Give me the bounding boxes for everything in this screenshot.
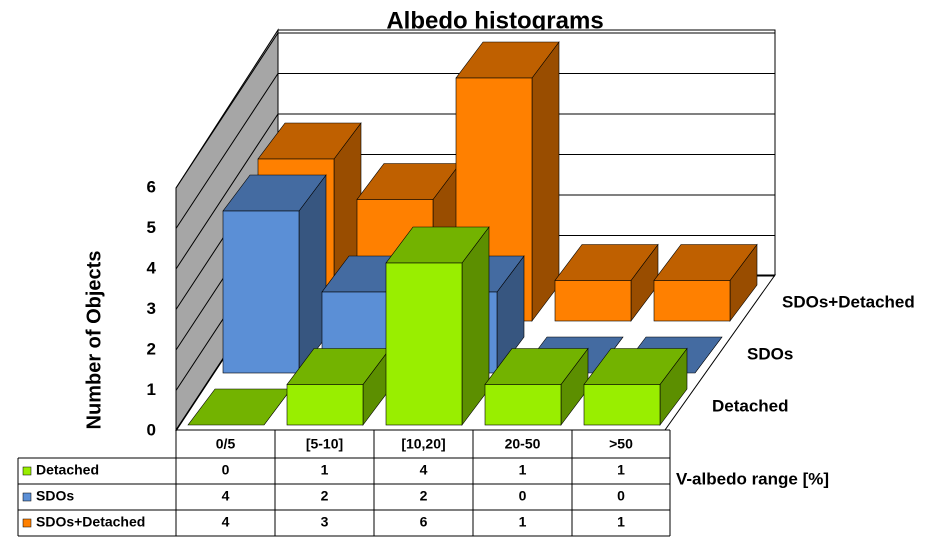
y-tick-label: 0 xyxy=(147,420,156,439)
series-depth-label: SDOs+Detached xyxy=(782,292,915,311)
bar-side xyxy=(531,41,560,322)
x-tick-label: >50 xyxy=(609,436,633,452)
series-depth-label: SDOs xyxy=(747,344,793,363)
bar-front xyxy=(554,280,632,322)
bar xyxy=(385,226,490,426)
legend-swatch xyxy=(22,466,32,476)
bar xyxy=(653,243,758,322)
table-value: 0 xyxy=(222,462,230,478)
table-value: 0 xyxy=(617,488,625,504)
table-value: 1 xyxy=(321,462,329,478)
bar xyxy=(583,347,688,426)
table-value: 2 xyxy=(420,488,428,504)
bar xyxy=(484,347,589,426)
bar-front xyxy=(385,262,463,426)
table-value: 4 xyxy=(222,488,230,504)
y-axis-label: Number of Objects xyxy=(83,251,105,430)
y-tick-label: 1 xyxy=(147,380,156,399)
bar-front xyxy=(583,384,661,426)
grid-line xyxy=(175,113,775,270)
x-axis-label: V-albedo range [%] xyxy=(676,469,829,488)
series-depth-label: Detached xyxy=(712,396,789,415)
y-tick-label: 5 xyxy=(147,218,156,237)
legend-label: SDOs xyxy=(36,488,74,504)
legend-swatch xyxy=(22,492,32,502)
y-tick-label: 3 xyxy=(147,299,156,318)
legend-label: Detached xyxy=(36,462,99,478)
bar-front xyxy=(484,384,562,426)
legend-swatch xyxy=(22,518,32,528)
x-tick-label: [10,20] xyxy=(401,436,445,452)
bar-front xyxy=(222,210,300,374)
bar xyxy=(222,174,327,374)
y-tick-label: 2 xyxy=(147,339,156,358)
legend-label: SDOs+Detached xyxy=(36,514,145,530)
bar-front xyxy=(286,384,364,426)
table-value: 3 xyxy=(321,514,329,530)
y-tick-label: 6 xyxy=(147,177,156,196)
table-value: 6 xyxy=(420,514,428,530)
y-tick-label: 4 xyxy=(147,258,157,277)
table-value: 4 xyxy=(420,462,428,478)
table-value: 1 xyxy=(617,514,625,530)
x-tick-label: 0/5 xyxy=(216,436,236,452)
table-value: 4 xyxy=(222,514,230,530)
x-tick-label: [5-10] xyxy=(306,436,343,452)
grid-line xyxy=(175,32,775,189)
table-value: 0 xyxy=(519,488,527,504)
table-value: 1 xyxy=(617,462,625,478)
bar xyxy=(554,243,659,322)
table-value: 1 xyxy=(519,462,527,478)
bar-front xyxy=(653,280,731,322)
bar xyxy=(286,347,391,426)
x-tick-label: 20-50 xyxy=(505,436,541,452)
table-value: 1 xyxy=(519,514,527,530)
grid-line xyxy=(175,73,775,229)
table-value: 2 xyxy=(321,488,329,504)
